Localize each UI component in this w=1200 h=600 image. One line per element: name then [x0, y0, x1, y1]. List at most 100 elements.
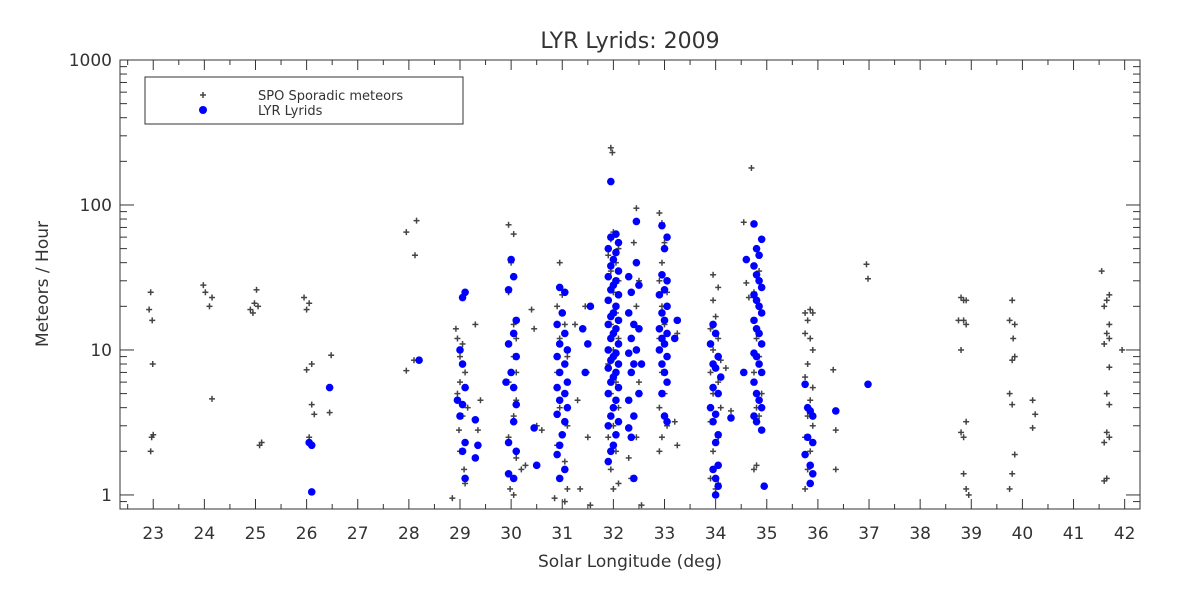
lyr-point	[504, 469, 513, 478]
spo-point	[1106, 364, 1113, 371]
lyr-point	[755, 360, 763, 368]
lyr-point	[806, 461, 815, 470]
x-tick-label: 29	[449, 524, 471, 544]
spo-point	[633, 205, 640, 212]
lyr-point	[553, 352, 561, 361]
lyr-point	[612, 302, 620, 311]
spo-point	[804, 317, 811, 324]
spo-point	[1009, 297, 1016, 304]
spo-point	[510, 231, 517, 238]
lyr-point	[456, 346, 464, 354]
lyr-point	[604, 244, 613, 253]
lyr-point	[663, 302, 671, 311]
lyr-point	[760, 482, 769, 490]
spo-point	[249, 309, 256, 316]
lyr-point	[461, 474, 469, 483]
lyr-point	[509, 417, 518, 426]
lyr-point	[555, 441, 564, 450]
lyr-point	[709, 383, 717, 392]
lyr-point	[632, 217, 641, 226]
spo-point	[965, 491, 972, 498]
lyr-point	[509, 383, 518, 392]
lyr-point	[504, 340, 513, 348]
spo-point	[454, 335, 461, 342]
lyr-point	[307, 441, 316, 450]
spo-point	[457, 379, 463, 386]
spo-point	[462, 369, 469, 376]
spo-point	[1106, 321, 1113, 328]
spo-point	[753, 335, 760, 342]
x-tick-label: 30	[500, 524, 522, 544]
spo-point	[674, 330, 681, 337]
spo-point	[710, 448, 717, 455]
lyr-point	[660, 340, 669, 348]
spo-point	[605, 434, 612, 441]
spo-point	[1010, 335, 1017, 342]
spo-point	[461, 466, 468, 473]
lyr-point	[578, 324, 587, 333]
spo-point	[1101, 303, 1108, 310]
lyr-point	[584, 340, 592, 348]
lyr-point	[709, 320, 717, 329]
lyr-point	[658, 360, 666, 368]
lyr-point	[755, 396, 763, 405]
lyr-point	[624, 349, 633, 357]
lyr-point	[658, 309, 666, 317]
x-tick-label: 33	[654, 524, 676, 544]
lyr-point	[509, 474, 518, 483]
spo-point	[202, 289, 209, 296]
spo-point	[574, 397, 581, 404]
lyr-point	[609, 255, 618, 264]
lyr-point	[555, 368, 564, 377]
spo-point	[556, 404, 563, 411]
spo-point	[753, 462, 760, 469]
x-tick-label: 28	[398, 524, 420, 544]
lyr-point	[752, 296, 761, 305]
lyr-point	[563, 346, 572, 354]
lyr-point	[607, 312, 615, 321]
lyr-point	[750, 378, 758, 386]
spo-point	[551, 495, 558, 502]
spo-point	[710, 271, 717, 278]
spo-point	[1032, 411, 1039, 418]
lyr-point	[561, 389, 569, 398]
lyr-point	[624, 396, 633, 405]
spo-point	[538, 427, 545, 434]
spo-point	[1098, 268, 1105, 275]
spo-point	[1029, 397, 1036, 404]
lyr-point	[307, 488, 316, 496]
lyr-point	[752, 270, 761, 279]
x-tick-label: 36	[807, 524, 829, 544]
spo-point	[958, 346, 965, 353]
lyr-point	[803, 433, 812, 442]
lyr-point	[581, 368, 590, 377]
lyr-point	[755, 276, 763, 285]
lyr-point	[663, 417, 671, 426]
spo-point	[1106, 335, 1113, 342]
lyr-point	[635, 324, 643, 333]
lyr-point	[604, 421, 613, 430]
spo-point	[403, 229, 410, 236]
spo-point	[863, 261, 870, 268]
lyr-point	[630, 412, 638, 420]
spo-point	[459, 340, 466, 347]
lyr-point	[607, 378, 615, 386]
spo-point	[528, 306, 535, 313]
lyr-point	[630, 320, 638, 329]
spo-point	[256, 442, 263, 449]
lyr-point	[558, 430, 567, 439]
legend-label-lyr: LYR Lyrids	[258, 104, 323, 119]
spo-point	[1103, 330, 1110, 337]
lyr-point	[612, 396, 620, 405]
legend-label-spo: SPO Sporadic meteors	[258, 89, 403, 104]
spo-point	[963, 321, 970, 328]
x-tick-label: 26	[296, 524, 318, 544]
lyr-point	[614, 238, 623, 247]
lyr-point	[711, 491, 720, 499]
lyr-point	[711, 474, 720, 483]
lyr-point	[325, 383, 334, 392]
plot-frame	[119, 59, 1141, 510]
spo-point	[865, 275, 871, 282]
lyr-point	[607, 447, 615, 456]
